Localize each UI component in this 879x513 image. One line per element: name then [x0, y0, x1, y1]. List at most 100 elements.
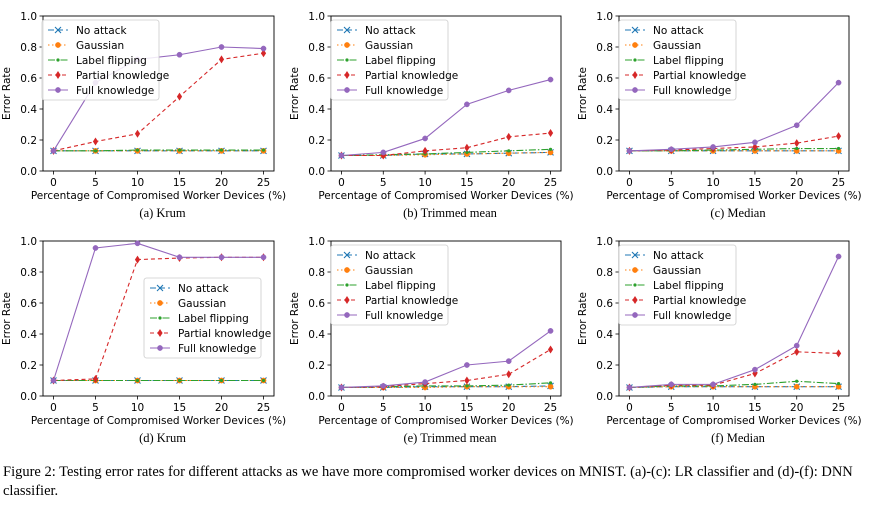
- data-point: [836, 382, 841, 386]
- subfigure-caption: (b) Trimmed mean: [403, 206, 497, 220]
- x-tick-label: 15: [748, 177, 761, 189]
- legend-marker: [344, 42, 350, 48]
- data-point: [752, 139, 758, 146]
- legend-entry: Gaussian: [365, 40, 413, 52]
- subfigure-caption: (e) Trimmed mean: [403, 431, 497, 445]
- y-tick-label: 0.4: [20, 104, 37, 116]
- x-tick-label: 10: [418, 177, 431, 189]
- x-tick-label: 25: [832, 402, 845, 414]
- data-point: [626, 148, 633, 154]
- x-tick-label: 10: [131, 177, 144, 189]
- legend-entry: Partial knowledge: [178, 328, 271, 340]
- legend: No attack Gaussian Label flipping Partial k…: [330, 19, 458, 101]
- legend-entry: Gaussian: [178, 298, 226, 310]
- series-full-knowledge: [338, 76, 554, 159]
- data-point: [177, 148, 182, 152]
- data-point: [218, 44, 225, 50]
- x-tick-label: 10: [418, 402, 431, 414]
- data-point: [260, 254, 267, 261]
- y-axis-label: Error Rate: [289, 67, 301, 120]
- series-gaussian: [338, 149, 554, 159]
- data-point: [422, 135, 428, 142]
- data-point: [547, 345, 554, 354]
- y-tick-label: 1.0: [20, 236, 37, 248]
- legend-marker: [344, 87, 350, 93]
- chart-panel-1: 0 5 10 15 20 25 0.0 0.2 0.4 0.6 0.8 1.0 Percentage o…: [1, 11, 286, 220]
- data-point: [464, 101, 470, 108]
- data-point: [464, 143, 470, 152]
- x-axis-label: Percentage of Compromised Worker Devices…: [606, 415, 861, 427]
- legend-entry: Label flipping: [653, 55, 724, 67]
- x-tick-label: 25: [544, 402, 557, 414]
- data-point: [50, 377, 57, 384]
- x-tick-label: 10: [131, 402, 144, 414]
- x-axis-label: Percentage of Compromised Worker Devices…: [31, 190, 286, 202]
- y-axis-label: Error Rate: [1, 292, 13, 345]
- series-label-flipping: [51, 148, 266, 153]
- data-point: [261, 378, 266, 383]
- legend-box: [618, 244, 737, 326]
- y-tick-label: 0.8: [20, 42, 37, 54]
- y-tick-label: 0.2: [20, 135, 37, 147]
- data-point: [753, 382, 757, 386]
- x-tick-label: 20: [790, 402, 803, 414]
- y-tick-label: 0.4: [596, 329, 613, 341]
- x-tick-label: 5: [380, 402, 387, 414]
- y-tick-label: 0.2: [308, 135, 325, 147]
- legend-marker: [343, 26, 351, 34]
- data-point: [547, 328, 554, 334]
- legend-box: [143, 277, 262, 359]
- data-point: [668, 381, 675, 388]
- legend-marker: [632, 312, 638, 318]
- series-full-knowledge: [338, 328, 554, 391]
- legend-entry: No attack: [365, 25, 416, 37]
- data-point: [465, 150, 469, 154]
- legend-marker: [158, 316, 162, 320]
- y-tick-label: 0.8: [308, 42, 325, 54]
- data-point: [835, 349, 842, 358]
- legend-marker: [55, 71, 61, 79]
- series-line: [53, 149, 264, 152]
- series-full-knowledge: [626, 253, 842, 391]
- x-tick-label: 15: [748, 402, 761, 414]
- y-tick-label: 0.4: [596, 104, 613, 116]
- series-partial-knowledge: [626, 132, 842, 155]
- legend-entry: Full knowledge: [76, 85, 154, 97]
- y-tick-label: 1.0: [308, 236, 325, 248]
- x-tick-label: 0: [338, 402, 345, 414]
- y-tick-label: 0.0: [308, 391, 325, 403]
- subfigure-caption: (a) Krum: [139, 206, 185, 220]
- x-tick-label: 20: [215, 402, 228, 414]
- legend-marker: [56, 58, 60, 62]
- y-tick-label: 0.0: [308, 166, 325, 178]
- data-point: [218, 254, 225, 261]
- y-tick-label: 0.4: [20, 329, 37, 341]
- y-axis-label: Error Rate: [577, 67, 589, 120]
- series-full-knowledge: [50, 240, 267, 384]
- legend-entry: Partial knowledge: [365, 70, 458, 82]
- data-point: [548, 381, 553, 385]
- x-tick-label: 15: [460, 177, 473, 189]
- data-point: [422, 146, 428, 155]
- data-point: [134, 240, 141, 247]
- data-point: [176, 254, 183, 261]
- data-point: [507, 383, 511, 387]
- figure-panels: 0 5 10 15 20 25 0.0 0.2 0.4 0.6 0.8 1.0 Percentage o…: [1, 11, 862, 445]
- legend-marker: [345, 283, 349, 287]
- data-point: [752, 366, 758, 373]
- data-point: [505, 358, 512, 364]
- legend-marker: [157, 329, 163, 337]
- data-point: [506, 370, 512, 379]
- series-line: [629, 351, 839, 389]
- legend-marker: [633, 283, 637, 287]
- legend-box: [41, 19, 160, 101]
- legend-entry: No attack: [653, 25, 704, 37]
- data-point: [795, 146, 799, 151]
- data-point: [835, 132, 842, 141]
- x-tick-label: 5: [92, 402, 99, 414]
- data-point: [218, 55, 225, 64]
- x-tick-label: 25: [257, 402, 270, 414]
- x-tick-label: 25: [544, 177, 557, 189]
- data-point: [176, 51, 183, 58]
- y-tick-label: 1.0: [596, 11, 613, 23]
